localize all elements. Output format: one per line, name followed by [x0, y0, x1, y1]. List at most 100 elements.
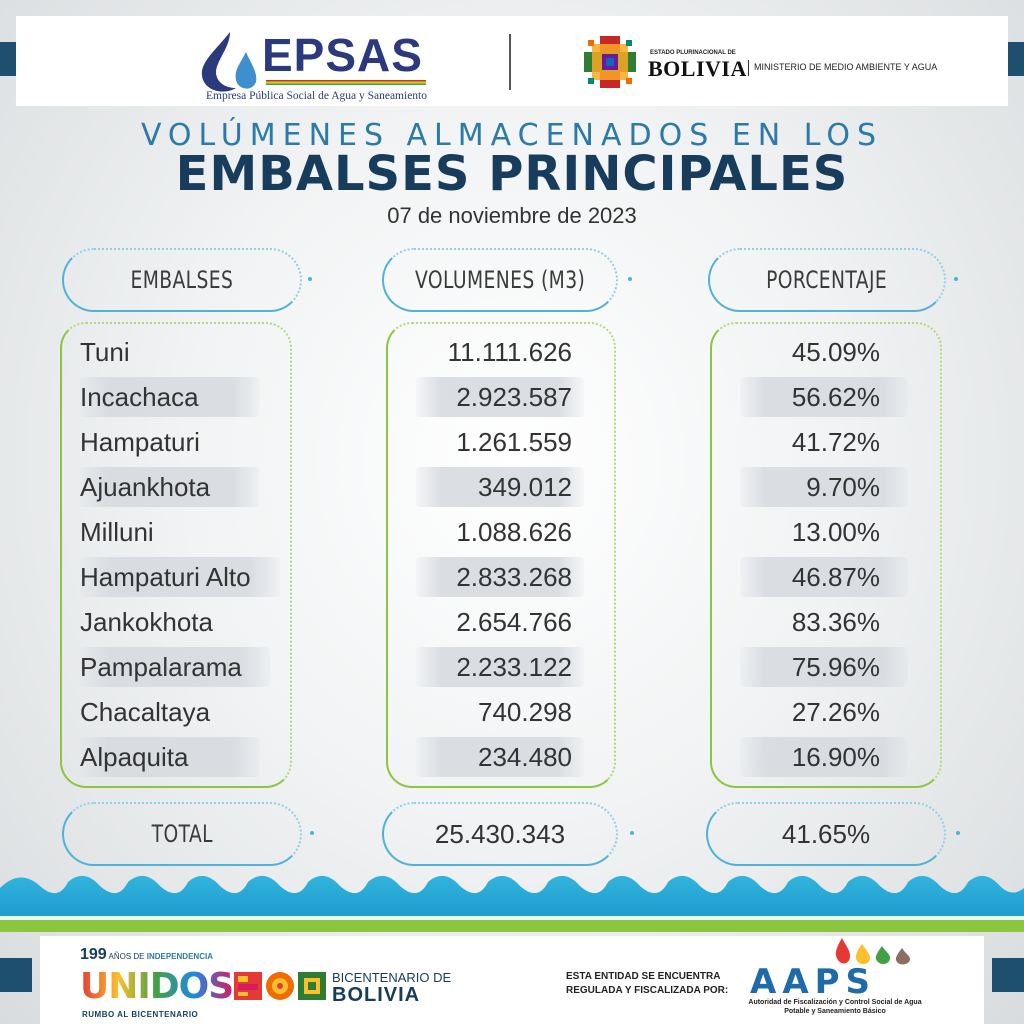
pill-dot: [308, 277, 312, 281]
reservoir-percent: 41.72%: [791, 427, 880, 457]
reservoir-volume: 2.654.766: [456, 607, 572, 637]
percent-box: [710, 322, 942, 788]
water-drop-icon: [201, 32, 257, 92]
bicentenario-icons: [234, 972, 326, 1000]
reservoir-name: Ajuankhota: [80, 472, 211, 502]
reservoir-name: Jankokhota: [80, 607, 213, 637]
reservoir-name: Hampaturi Alto: [80, 562, 251, 592]
header-pill-embalses: EMBALSES: [62, 248, 302, 312]
aaps-drops-icon: [835, 938, 910, 965]
pill-dot: [956, 831, 960, 835]
corner-tab: [992, 958, 1024, 992]
volumes-box: [386, 322, 616, 788]
corner-tab: [0, 958, 32, 992]
row-shade: [416, 467, 584, 507]
reservoir-volume: 1.261.559: [456, 427, 572, 457]
years-text: AÑOS DE: [108, 952, 145, 961]
total-percent: 41.65%: [781, 818, 871, 849]
reservoir-percent: 13.00%: [791, 517, 880, 547]
row-shade: [416, 557, 584, 597]
row-shade: [740, 647, 908, 687]
header-band: EPSAS Empresa Pública Social de Agua y S…: [16, 16, 1008, 106]
unidos-wordmark: UNIDOS: [80, 966, 234, 1007]
row-shade: [416, 377, 584, 417]
row-shade: [80, 647, 270, 687]
row-shade: [740, 737, 908, 777]
reservoir-volume: 11.111.626: [447, 337, 572, 367]
row-shade: [80, 467, 260, 507]
reservoir-name: Chacaltaya: [80, 697, 211, 727]
aaps-subtitle: Autoridad de Fiscalización y Control Soc…: [748, 999, 922, 1015]
bicentenario-big: BOLIVIA: [332, 984, 421, 1006]
state-label: ESTADO PLURINACIONAL DE: [650, 50, 736, 56]
reservoir-volume: 1.088.626: [456, 517, 572, 547]
pill-dot: [628, 277, 632, 281]
row-shade: [740, 467, 908, 507]
row-shade: [80, 377, 260, 417]
regulation-note: ESTA ENTIDAD SE ENCUENTRA REGULADA Y FIS…: [566, 971, 729, 996]
reservoir-name: Milluni: [80, 517, 154, 547]
rumbo-tagline: RUMBO AL BICENTENARIO: [82, 1010, 199, 1019]
total-label-pill: TOTAL: [62, 802, 302, 866]
aaps-wordmark: AAPS: [750, 962, 877, 1002]
embalses-box: [60, 322, 292, 788]
years-number: 199: [80, 946, 107, 963]
header-divider: [509, 34, 511, 90]
reservoir-percent: 16.90%: [791, 742, 880, 772]
header-pill-volumenes: VOLUMENES (M3): [382, 248, 618, 312]
reservoir-name: Incachaca: [80, 382, 199, 412]
total-percent-pill: 41.65%: [706, 802, 946, 866]
reservoir-percent: 46.87%: [791, 562, 880, 592]
reservoir-volume: 2.233.122: [456, 652, 572, 682]
pill-dot: [310, 831, 314, 835]
reservoir-volume: 349.012: [478, 472, 572, 502]
total-volume: 25.430.343: [434, 818, 566, 849]
water-waves: [0, 875, 1024, 932]
column-header: PORCENTAJE: [766, 266, 888, 294]
epsas-logo: EPSAS Empresa Pública Social de Agua y S…: [196, 26, 436, 106]
pill-dot: [954, 277, 958, 281]
reservoir-name: Alpaquita: [80, 742, 189, 772]
epsas-subtitle: Empresa Pública Social de Agua y Saneami…: [206, 90, 427, 102]
reservoir-name: Pampalarama: [80, 652, 242, 682]
row-shade: [740, 377, 908, 417]
bicentenario-small: BICENTENARIO DE: [332, 970, 452, 985]
footer-band: 199 AÑOS DE INDEPENDENCIA UNIDOS RUMBO A…: [40, 936, 984, 1024]
unidos-logo: 199 AÑOS DE INDEPENDENCIA UNIDOS RUMBO A…: [80, 944, 234, 1022]
chakana-emblem-icon: [584, 36, 636, 88]
row-shade: [740, 557, 908, 597]
header-pill-porcentaje: PORCENTAJE: [708, 248, 946, 312]
bicentenario-logo: BICENTENARIO DE BOLIVIA: [234, 966, 451, 1010]
reservoir-name: Hampaturi: [80, 427, 200, 457]
bolivia-logo: ESTADO PLURINACIONAL DE BOLIVIA MINISTER…: [580, 32, 940, 96]
row-shade: [80, 557, 280, 597]
column-header: EMBALSES: [130, 266, 234, 294]
reservoir-percent: 45.09%: [791, 337, 880, 367]
total-volume-pill: 25.430.343: [382, 802, 618, 866]
ministry-divider: [748, 60, 749, 76]
reservoir-percent: 9.70%: [806, 472, 880, 502]
reservoir-name: Tuni: [80, 337, 130, 367]
epsas-wordmark: EPSAS: [262, 29, 423, 81]
pill-dot: [630, 831, 634, 835]
title-line1: VOLÚMENES ALMACENADOS EN LOS: [140, 118, 884, 153]
row-shade: [416, 647, 584, 687]
page-title: EMBALSES PRINCIPALES: [175, 146, 849, 202]
years-bold: INDEPENDENCIA: [146, 952, 213, 961]
aaps-logo: AAPS Autoridad de Fiscalización y Contro…: [740, 936, 922, 1024]
report-date: 07 de noviembre de 2023: [387, 203, 637, 228]
row-shade: [80, 737, 260, 777]
reservoir-volume: 740.298: [478, 697, 572, 727]
reservoir-volume: 234.480: [478, 742, 572, 772]
column-header: VOLUMENES (M3): [414, 266, 586, 294]
reservoir-percent: 27.26%: [791, 697, 880, 727]
reservoir-volume: 2.833.268: [456, 562, 572, 592]
tricolor-stripe: [266, 80, 426, 85]
reservoir-volume: 2.923.587: [456, 382, 572, 412]
ministry-name: MINISTERIO DE MEDIO AMBIENTE Y AGUA: [754, 62, 938, 72]
reservoir-percent: 56.62%: [791, 382, 880, 412]
reservoir-percent: 75.96%: [791, 652, 880, 682]
years-independence: 199 AÑOS DE INDEPENDENCIA: [80, 946, 213, 964]
country-name: BOLIVIA: [648, 56, 747, 81]
reservoir-percent: 83.36%: [791, 607, 880, 637]
